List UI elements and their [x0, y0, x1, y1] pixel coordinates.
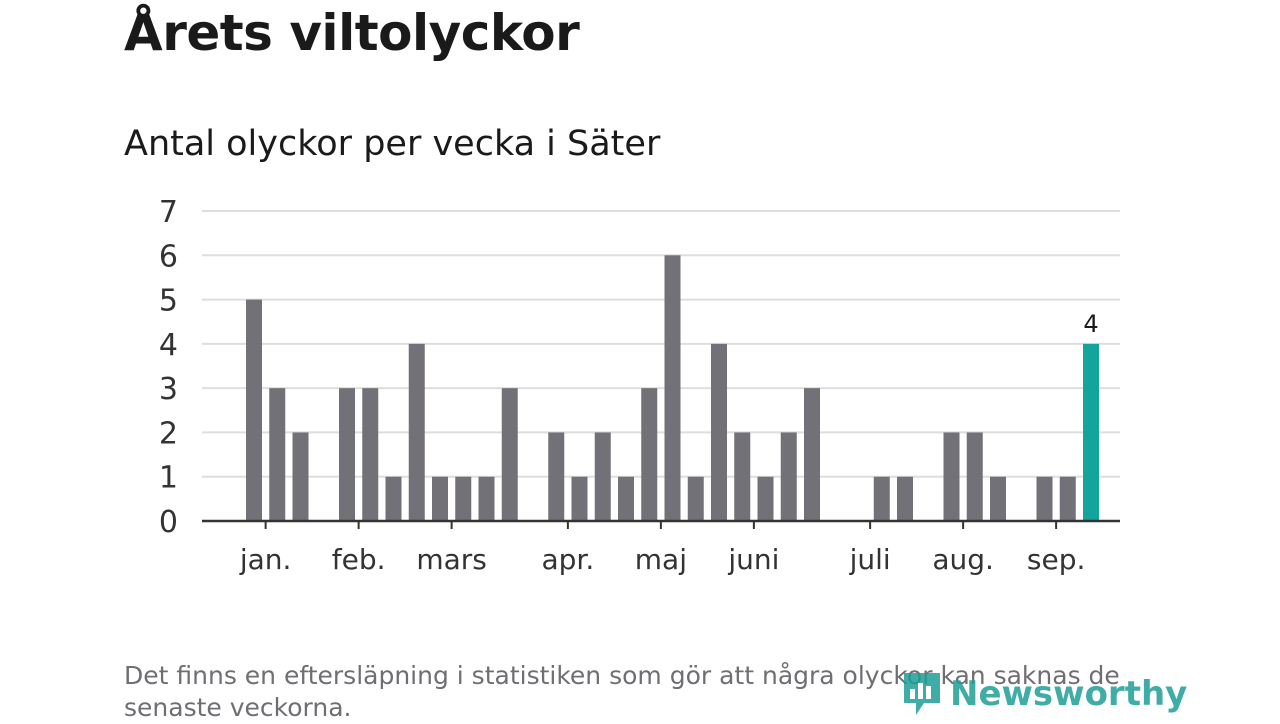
- bar: [571, 476, 588, 521]
- bar: [780, 432, 797, 521]
- y-tick-label: 4: [159, 328, 178, 363]
- bar: [292, 432, 309, 521]
- bar: [897, 476, 913, 521]
- bar: [501, 388, 518, 521]
- bar: [548, 432, 565, 521]
- bar: [246, 299, 262, 521]
- x-tick-label: maj: [635, 543, 687, 576]
- x-tick-label: apr.: [541, 543, 594, 576]
- x-tick-label: aug.: [932, 543, 994, 576]
- bar: [269, 388, 286, 521]
- bar-chart: 0 1 2 3 4 5 6 7 4 jan. feb. mars apr. maj juni juli aug.…: [159, 195, 1120, 576]
- y-tick-label: 0: [159, 505, 178, 540]
- newsworthy-bar-chart-icon: [904, 673, 940, 715]
- x-tick-label: sep.: [1027, 543, 1086, 576]
- bar: [757, 476, 774, 521]
- y-tick-label: 6: [159, 239, 178, 274]
- bar: [362, 388, 379, 521]
- bar: [734, 432, 751, 521]
- bar: [1059, 476, 1076, 521]
- bar: [1036, 476, 1053, 521]
- bar: [687, 476, 704, 521]
- bar: [408, 343, 425, 521]
- bar: [455, 476, 472, 521]
- bar: [385, 476, 402, 521]
- x-tick-label: jan.: [239, 543, 292, 576]
- x-tick-label: juli: [849, 543, 891, 576]
- bar: [943, 432, 960, 521]
- bar: [594, 432, 611, 521]
- y-tick-label: 2: [159, 416, 178, 451]
- bar: [618, 476, 634, 521]
- bar: [1083, 343, 1099, 521]
- bar: [711, 343, 727, 521]
- y-tick-label: 5: [159, 284, 178, 319]
- chart-subtitle: Antal olyckor per vecka i Säter: [124, 124, 661, 164]
- footnote: Det finns en eftersläpning i statistiken…: [124, 661, 1120, 722]
- x-tick-label: mars: [416, 543, 487, 576]
- bar: [641, 388, 658, 521]
- newsworthy-logo[interactable]: Newsworthy: [900, 668, 1187, 720]
- x-tick-label: juni: [727, 543, 779, 576]
- bar: [804, 388, 820, 521]
- x-tick-label: feb.: [332, 543, 386, 576]
- data-label: 4: [1083, 310, 1098, 338]
- bar: [478, 476, 495, 521]
- chart-title: Årets viltolyckor: [124, 4, 580, 62]
- bar: [966, 432, 983, 521]
- y-tick-label: 1: [159, 461, 178, 496]
- y-tick-label: 7: [159, 195, 178, 230]
- bar: [432, 476, 448, 521]
- logo-text: Newsworthy: [950, 674, 1188, 714]
- bar: [873, 476, 890, 521]
- bar: [990, 476, 1006, 521]
- y-tick-label: 3: [159, 372, 178, 407]
- bar: [664, 255, 681, 522]
- bar: [339, 388, 355, 521]
